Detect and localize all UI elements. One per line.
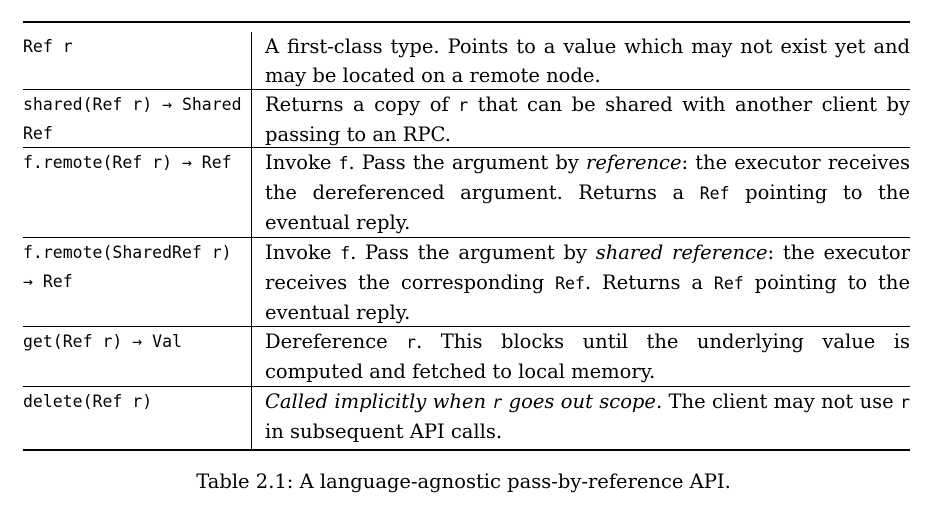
description-text: pointing to the eventual reply. <box>265 181 910 234</box>
table-row: delete(Ref r) Called implicitly when r g… <box>23 387 910 449</box>
table-bottom-rule <box>23 449 910 451</box>
description-text: goes out scope. <box>502 390 663 413</box>
code-text: f <box>338 154 349 173</box>
api-signature: f.remote(SharedRef r) → Ref <box>23 238 252 326</box>
row-divider <box>23 326 910 327</box>
description-text: that can be shared with another client b… <box>265 93 910 146</box>
description-text: Called implicitly when <box>265 390 493 413</box>
table-row: shared(Ref r) → SharedRef Returns a copy… <box>23 90 910 147</box>
description-text: Dereference <box>265 330 407 353</box>
code-text: r <box>406 333 417 352</box>
code-text: r <box>492 393 503 412</box>
description-text: reference <box>586 151 682 174</box>
api-signature: f.remote(Ref r) → Ref <box>23 148 252 237</box>
api-signature: delete(Ref r) <box>23 387 252 449</box>
row-divider <box>23 147 910 148</box>
api-description: Returns a copy of r that can be shared w… <box>252 90 910 147</box>
table-row: f.remote(Ref r) → Ref Invoke f. Pass the… <box>23 148 910 237</box>
code-text: Ref <box>699 184 730 203</box>
code-text: r <box>458 96 469 115</box>
api-signature: shared(Ref r) → SharedRef <box>23 90 252 147</box>
description-text: A first-class type. Points to a value wh… <box>265 35 910 87</box>
description-text: pointing to the eventual reply. <box>265 271 910 324</box>
api-description: Invoke f. Pass the argument by shared re… <box>252 238 910 326</box>
description-text: : the executor receives the correspondin… <box>265 241 910 294</box>
description-text: . Pass the argument by <box>348 151 586 174</box>
description-text: . Returns a <box>584 271 714 294</box>
table-row: f.remote(SharedRef r) → Ref Invoke f. Pa… <box>23 238 910 326</box>
api-description: A first-class type. Points to a value wh… <box>252 32 910 89</box>
description-text: : the executor receives the dereferenced… <box>265 151 910 204</box>
api-signature: get(Ref r) → Val <box>23 327 252 386</box>
description-text: . This blocks until the underlying value… <box>265 330 910 383</box>
api-description: Called implicitly when r goes out scope.… <box>252 387 910 449</box>
table-top-rule <box>23 21 910 23</box>
row-divider <box>23 237 910 238</box>
description-text: in subsequent API calls. <box>265 420 503 443</box>
description-text: . Pass the argument by <box>350 241 596 264</box>
code-text: Ref <box>713 274 744 293</box>
api-signature: Ref r <box>23 32 252 89</box>
description-text: The client may not use <box>662 390 901 413</box>
table-row: Ref r A first-class type. Points to a va… <box>23 23 910 89</box>
description-text: Invoke <box>265 151 339 174</box>
api-table: Ref r A first-class type. Points to a va… <box>23 21 910 451</box>
api-description: Dereference r. This blocks until the und… <box>252 327 910 386</box>
row-divider <box>23 89 910 90</box>
description-text: Invoke <box>265 241 341 264</box>
description-text: Returns a copy of <box>265 93 459 116</box>
api-description: Invoke f. Pass the argument by reference… <box>252 148 910 237</box>
code-text: f <box>340 244 351 263</box>
code-text: Ref <box>555 274 585 293</box>
row-divider <box>23 386 910 387</box>
description-text: shared reference <box>595 241 768 264</box>
table-caption: Table 2.1: A language-agnostic pass-by-r… <box>196 470 731 493</box>
code-text: r <box>900 393 910 412</box>
table-row: get(Ref r) → Val Dereference r. This blo… <box>23 327 910 386</box>
